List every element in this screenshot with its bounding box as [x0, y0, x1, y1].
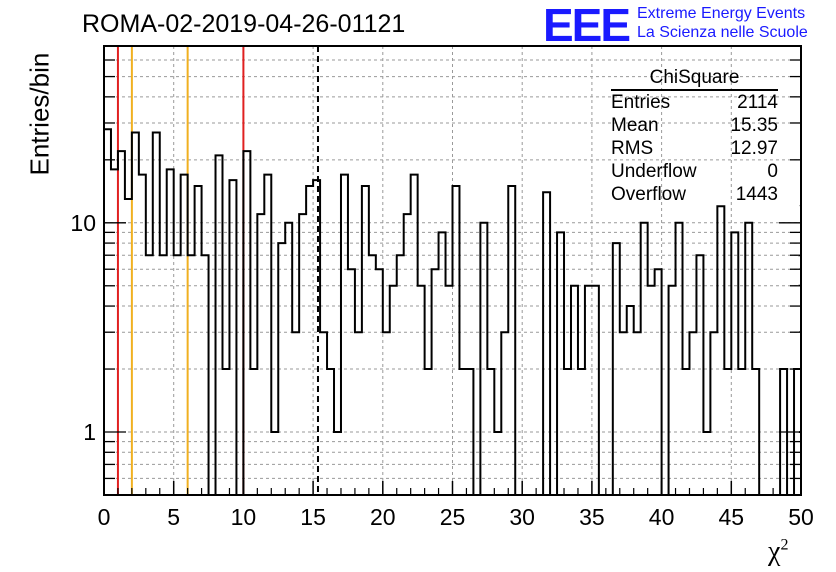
- stats-row: Underflow 0: [611, 160, 778, 183]
- y-tick-label: 10: [70, 210, 96, 236]
- stats-label: Mean: [611, 115, 659, 136]
- x-axis-label: χ2: [768, 536, 789, 567]
- stats-title: ChiSquare: [649, 67, 740, 88]
- reference-lines: [116, 46, 319, 495]
- logo-line-1: Extreme Energy Events: [637, 5, 806, 22]
- y-axis-label: Entries/bin: [24, 52, 55, 176]
- x-tick-label: 20: [370, 504, 396, 530]
- y-tick-label: 1: [83, 419, 96, 445]
- histogram-series: [104, 128, 801, 495]
- tick-labels: 0 5 10 15 20 25 30 35 40 45 50 1 10: [70, 210, 813, 530]
- stats-value: 1443: [735, 184, 778, 205]
- stats-label: Entries: [611, 92, 671, 113]
- x-tick-label: 35: [579, 504, 605, 530]
- stats-row: Mean 15.35: [611, 114, 778, 137]
- eee-logo: EEE: [543, 0, 631, 51]
- stats-value: 0: [767, 161, 778, 182]
- stats-value: 2114: [737, 92, 778, 113]
- x-tick-label: 10: [231, 504, 257, 530]
- stats-label: RMS: [611, 138, 654, 159]
- x-tick-label: 15: [300, 504, 326, 530]
- x-tick-label: 45: [719, 504, 745, 530]
- x-tick-label: 5: [167, 504, 180, 530]
- stats-value: 12.97: [730, 138, 778, 159]
- x-tick-label: 0: [98, 504, 111, 530]
- x-tick-label: 50: [788, 504, 814, 530]
- stats-label: Underflow: [611, 161, 697, 182]
- axis-ticks: [103, 45, 802, 496]
- x-tick-label: 30: [509, 504, 535, 530]
- chart-title: ROMA-02-2019-04-26-01121: [82, 10, 406, 38]
- stats-label: Overflow: [611, 184, 686, 205]
- stats-row: Entries 2114: [611, 91, 778, 114]
- x-tick-label: 40: [649, 504, 675, 530]
- x-tick-label: 25: [440, 504, 466, 530]
- logo-line-2: La Scienza nelle Scuole: [637, 24, 808, 41]
- stats-box: ChiSquare Entries 2114 Mean 15.35 RMS 12.97…: [611, 67, 778, 206]
- stats-row: Overflow 1443: [611, 183, 778, 206]
- stats-row: RMS 12.97: [611, 137, 778, 160]
- stats-value: 15.35: [730, 115, 778, 136]
